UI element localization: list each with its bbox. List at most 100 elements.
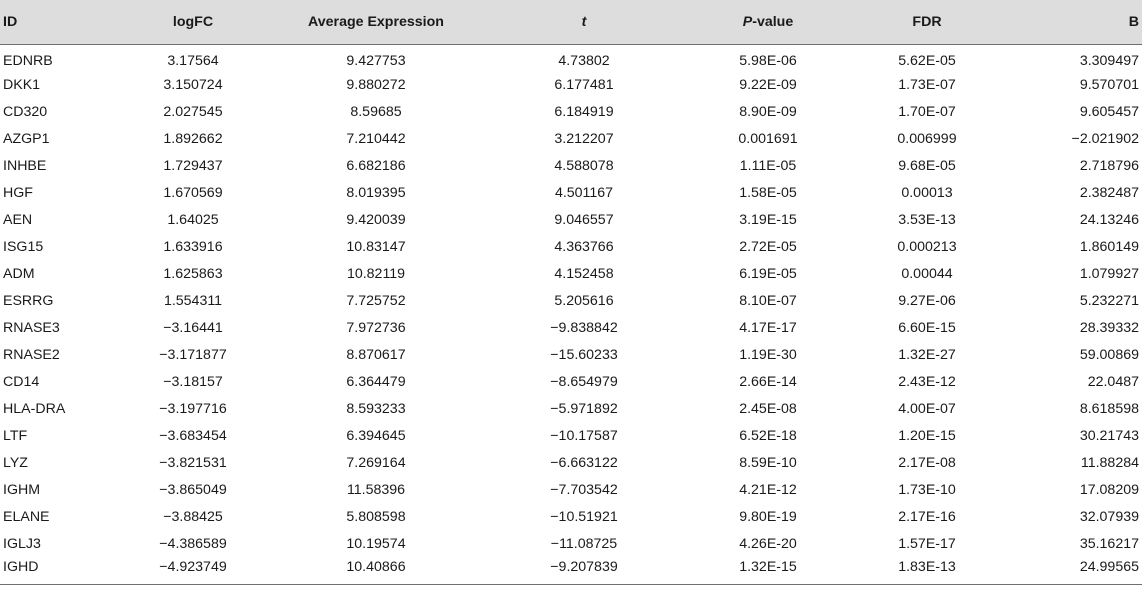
cell-id: ADM	[3, 265, 35, 282]
table-row: ISG15 1.633916 10.83147 4.363766 2.72E-05 0.0…	[0, 233, 1142, 260]
cell-id: DKK1	[3, 76, 41, 93]
cell-average-expression: 8.019395	[346, 184, 406, 201]
table-row: INHBE 1.729437 6.682186 4.588078 1.11E-05 9.6…	[0, 152, 1142, 179]
cell-logfc: 2.027545	[163, 103, 223, 120]
cell-average-expression: 7.972736	[346, 319, 406, 336]
cell-b: 28.39332	[1079, 319, 1139, 336]
table-row: CD14 −3.18157 6.364479 −8.654979 2.66E-14 2.4…	[0, 368, 1142, 395]
cell-id: RNASE3	[3, 319, 60, 336]
cell-b: 9.570701	[1079, 76, 1139, 93]
cell-p-value: 9.80E-19	[739, 508, 797, 525]
cell-average-expression: 9.880272	[346, 76, 406, 93]
cell-fdr: 0.000213	[897, 238, 957, 255]
table-row: ESRRG 1.554311 7.725752 5.205616 8.10E-07 9.2…	[0, 287, 1142, 314]
cell-id: IGHD	[0, 557, 118, 585]
table-row: IGHM −3.865049 11.58396 −7.703542 4.21E-12 1.…	[0, 476, 1142, 503]
cell-logfc: −3.18157	[163, 373, 223, 390]
cell-id: AZGP1	[3, 130, 50, 147]
cell-logfc: −4.923749	[118, 557, 268, 585]
cell-average-expression: 6.682186	[346, 157, 406, 174]
cell-fdr: 1.57E-17	[898, 535, 956, 552]
cell-p-value: 6.19E-05	[739, 265, 797, 282]
cell-b: 1.079927	[1079, 265, 1139, 282]
cell-fdr: 0.006999	[897, 130, 957, 147]
cell-logfc: 3.150724	[163, 76, 223, 93]
header-p-suffix: -value	[752, 13, 794, 30]
cell-fdr: 0.00044	[901, 265, 953, 282]
table-row: RNASE2 −3.171877 8.870617 −15.60233 1.19E-30…	[0, 341, 1142, 368]
table-row: AEN 1.64025 9.420039 9.046557 3.19E-15 3.53E-…	[0, 206, 1142, 233]
cell-b: 5.232271	[1079, 292, 1139, 309]
table-body: EDNRB 3.17564 9.427753 4.73802 5.98E-06 5.62E…	[0, 44, 1142, 585]
cell-t: 4.363766	[554, 238, 614, 255]
table-row: HGF 1.670569 8.019395 4.501167 1.58E-05 0.000…	[0, 179, 1142, 206]
cell-logfc: 1.64025	[167, 211, 219, 228]
cell-p-value: 0.001691	[738, 130, 798, 147]
cell-p-value: 1.32E-15	[684, 557, 852, 585]
cell-t: −9.207839	[484, 557, 684, 585]
cell-average-expression: 8.870617	[346, 346, 406, 363]
cell-b: 3.309497	[1079, 52, 1139, 69]
cell-id: LTF	[3, 427, 28, 444]
cell-id: LYZ	[3, 454, 28, 471]
cell-id: ESRRG	[3, 292, 54, 309]
cell-fdr: 1.20E-15	[898, 427, 956, 444]
cell-p-value: 2.66E-14	[739, 373, 797, 390]
cell-b: −2.021902	[1071, 130, 1139, 147]
cell-p-value: 1.58E-05	[739, 184, 797, 201]
cell-t: −11.08725	[550, 535, 618, 552]
cell-fdr: 6.60E-15	[898, 319, 956, 336]
cell-b: 32.07939	[1079, 508, 1139, 525]
cell-fdr: 1.32E-27	[898, 346, 956, 363]
cell-fdr: 0.00013	[901, 184, 953, 201]
cell-fdr: 9.27E-06	[898, 292, 956, 309]
cell-average-expression: 8.59685	[350, 103, 402, 120]
cell-p-value: 4.17E-17	[739, 319, 797, 336]
cell-logfc: −4.386589	[159, 535, 227, 552]
cell-t: −8.654979	[550, 373, 618, 390]
cell-logfc: 1.633916	[163, 238, 223, 255]
cell-id: ISG15	[3, 238, 44, 255]
table-row: IGLJ3 −4.386589 10.19574 −11.08725 4.26E-20 1…	[0, 530, 1142, 557]
cell-average-expression: 6.394645	[346, 427, 406, 444]
cell-logfc: 1.625863	[163, 265, 223, 282]
cell-average-expression: 11.58396	[346, 481, 406, 498]
cell-p-value: 3.19E-15	[739, 211, 797, 228]
cell-logfc: −3.865049	[159, 481, 227, 498]
cell-t: −5.971892	[550, 400, 618, 417]
cell-id: AEN	[3, 211, 33, 228]
cell-fdr: 9.68E-05	[898, 157, 956, 174]
table-row: ADM 1.625863 10.82119 4.152458 6.19E-05 0.000…	[0, 260, 1142, 287]
cell-t: 4.73802	[558, 52, 610, 69]
cell-id: CD320	[3, 103, 48, 120]
cell-logfc: −3.821531	[159, 454, 227, 471]
cell-average-expression: 9.427753	[346, 52, 406, 69]
cell-average-expression: 8.593233	[346, 400, 406, 417]
cell-average-expression: 6.364479	[346, 373, 406, 390]
table-row: AZGP1 1.892662 7.210442 3.212207 0.001691 0.0…	[0, 125, 1142, 152]
cell-id: IGHM	[3, 481, 41, 498]
cell-logfc: −3.683454	[159, 427, 227, 444]
cell-id: RNASE2	[3, 346, 60, 363]
cell-t: 4.152458	[554, 265, 614, 282]
cell-average-expression: 7.210442	[346, 130, 406, 147]
header-average-expression: Average Expression	[268, 0, 484, 45]
table-row: CD320 2.027545 8.59685 6.184919 8.90E-09 1.70…	[0, 98, 1142, 125]
cell-t: −10.51921	[550, 508, 618, 525]
cell-p-value: 8.10E-07	[739, 292, 797, 309]
cell-id: IGLJ3	[3, 535, 41, 552]
cell-logfc: −3.88425	[163, 508, 223, 525]
table-row: HLA-DRA −3.197716 8.593233 −5.971892 2.45E-0…	[0, 395, 1142, 422]
header-id: ID	[0, 0, 118, 45]
table-row: IGHD −4.923749 10.40866 −9.207839 1.32E-15 1.…	[0, 557, 1142, 585]
cell-id: INHBE	[3, 157, 47, 174]
cell-t: 4.588078	[554, 157, 614, 174]
cell-t: 4.501167	[554, 184, 614, 201]
cell-fdr: 4.00E-07	[898, 400, 956, 417]
cell-t: 6.184919	[554, 103, 614, 120]
cell-p-value: 2.72E-05	[739, 238, 797, 255]
cell-average-expression: 10.82119	[346, 265, 406, 282]
cell-b: 2.382487	[1079, 184, 1139, 201]
cell-average-expression: 7.725752	[346, 292, 406, 309]
